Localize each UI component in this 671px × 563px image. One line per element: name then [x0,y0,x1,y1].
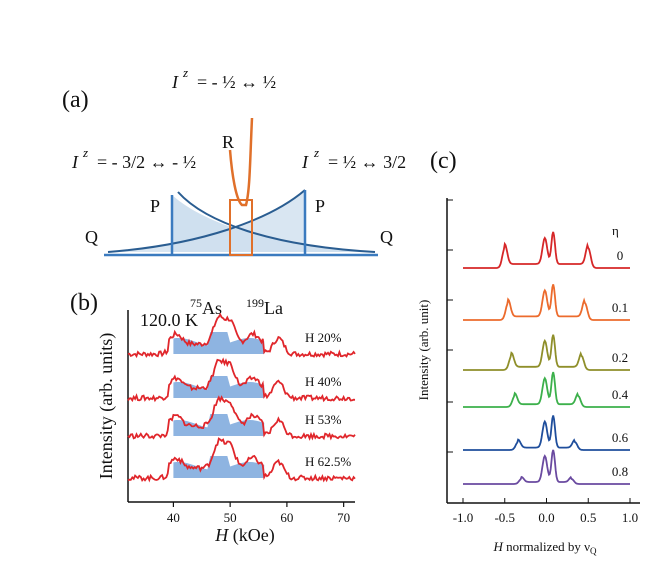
b-data-line [127,312,356,359]
isotope-as-label: 75As [190,296,222,318]
b-data-line [127,357,356,403]
b-data-line [127,395,356,441]
b-x-tick-label: 70 [337,510,350,525]
panel-b-label: (b) [70,290,98,316]
svg-text:= - 3/2 ↔ - ½: = - 3/2 ↔ - ½ [97,152,196,172]
svg-text:= - ½ ↔ ½: = - ½ ↔ ½ [197,72,276,92]
c-series-line [463,284,630,321]
svg-text:I: I [171,72,179,92]
peak-q-right-label: Q [380,227,393,247]
c-y-label: Intensity (arb. unit) [416,300,431,401]
svg-text:= ½ ↔ 3/2: = ½ ↔ 3/2 [328,152,406,172]
b-x-label: H (kOe) [214,525,274,546]
c-eta-label: 0.1 [612,300,628,315]
c-eta-label: 0.8 [612,464,628,479]
b-data-line [127,437,356,483]
c-x-tick-label: -0.5 [494,510,515,525]
b-fit-area [173,332,265,354]
c-series-line [463,415,630,451]
panel-a-label: (a) [62,87,89,113]
svg-text:z: z [182,65,188,80]
satellite-fill-right [108,190,305,252]
svg-text:z: z [82,145,88,160]
svg-text:I: I [71,152,79,172]
c-x-tick-label: 0.0 [538,510,554,525]
peak-q-left-label: Q [85,227,98,247]
c-eta-label: 0.2 [612,350,628,365]
b-series-label: H 62.5% [305,454,351,469]
peak-p-left-label: P [150,196,160,216]
c-y-ticks [447,199,453,504]
b-x-tick-label: 40 [167,510,180,525]
c-x-tick-label: 0.5 [580,510,596,525]
c-x-tick-label: 1.0 [622,510,638,525]
c-eta-label: 0.6 [612,430,629,445]
c-x-label: H normalized by νQ [493,539,598,556]
c-series-line [463,449,630,485]
b-fit-area [173,414,265,436]
c-x-tick-label: -1.0 [453,510,474,525]
transition-label-left: I z = - 3/2 ↔ - ½ [71,145,196,172]
b-fit-area [173,456,265,478]
peak-p-right-label: P [315,196,325,216]
svg-text:z: z [313,145,319,160]
c-eta-label: 0.4 [612,387,629,402]
c-series-line [463,371,630,408]
b-x-tick-label: 60 [280,510,293,525]
transition-label-right: I z = ½ ↔ 3/2 [301,145,406,172]
c-series-line [463,231,630,269]
panel-b: (b) 120.0 K 75As 199La 40 50 60 70 H 20% H 4… [70,290,356,546]
temperature-label: 120.0 K [140,310,198,330]
satellite-curve-left [177,191,376,253]
central-line [228,117,254,207]
svg-text:I: I [301,152,309,172]
transition-label-top: I z = - ½ ↔ ½ [171,65,276,92]
c-eta-label: 0 [617,248,624,263]
b-series-label: H 53% [305,412,342,427]
satellite-curve-right [107,189,306,253]
c-series-group: 0 0.1 0.2 0.4 0.6 0.8 [463,231,630,485]
eta-legend-title: η [612,223,619,238]
panel-a: (a) I z = - ½ ↔ ½ I z = - 3/2 ↔ - ½ I z … [62,65,406,257]
c-series-line [463,334,630,371]
b-y-label: Intensity (arb. units) [96,333,117,479]
b-series-label: H 20% [305,330,342,345]
central-box [229,199,253,256]
b-series-label: H 40% [305,374,342,389]
isotope-la-label: 199La [246,296,283,318]
peak-r-label: R [222,132,234,152]
c-x-ticks: -1.0 -0.5 0.0 0.5 1.0 [453,498,638,525]
b-x-tick-label: 50 [224,510,237,525]
b-series-group: H 20% H 40% H 53% H 62.5% [127,312,356,483]
panel-c: (c) η -1.0 -0.5 0.0 0.5 1.0 0 0.1 0.2 0.4 0.6 0.8… [416,148,640,556]
panel-c-label: (c) [430,148,457,174]
b-fit-area [173,376,265,398]
b-x-ticks: 40 50 60 70 [167,502,350,525]
